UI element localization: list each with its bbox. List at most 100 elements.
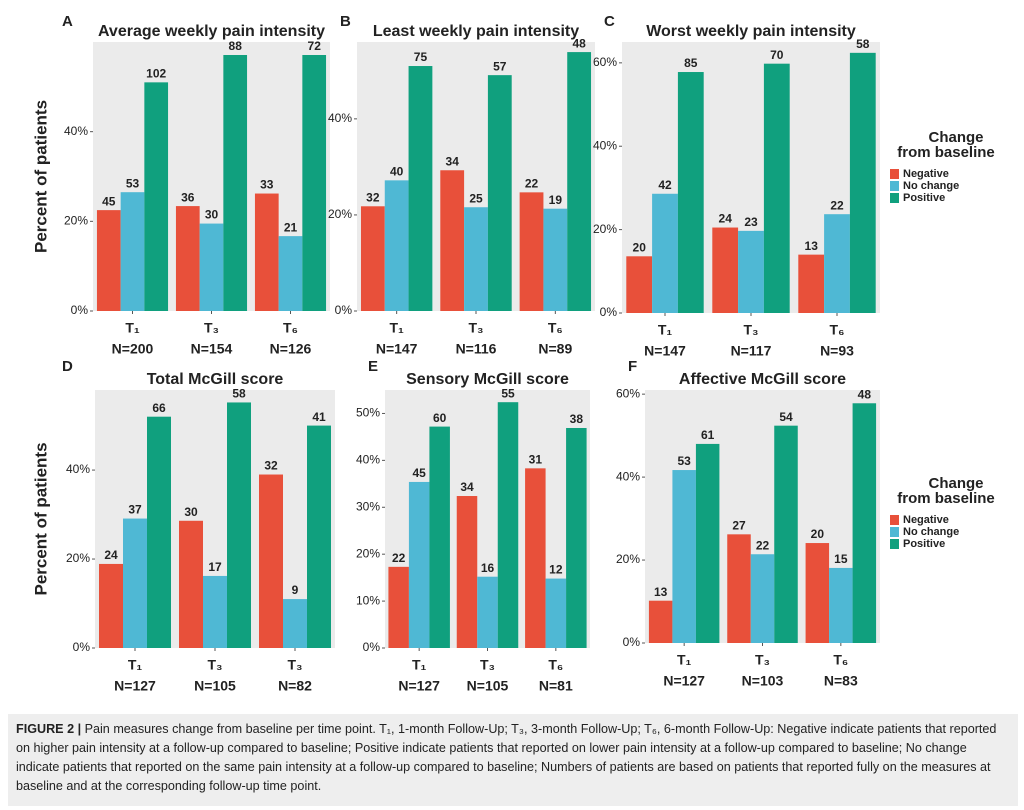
x-tick-label: T₃ <box>743 322 758 338</box>
bar <box>798 254 825 313</box>
x-tick-sublabel: N=126 <box>270 341 312 357</box>
bar <box>763 63 790 314</box>
x-tick-sublabel: N=93 <box>820 343 854 359</box>
chart-title: Total McGill score <box>147 371 284 388</box>
count-label: 88 <box>229 39 243 53</box>
y-tick-label: 20% <box>593 222 617 236</box>
count-label: 32 <box>264 459 278 473</box>
y-tick-label: 0% <box>623 635 641 649</box>
bar <box>179 520 203 648</box>
x-tick-sublabel: N=105 <box>194 678 236 694</box>
bar <box>774 425 798 643</box>
count-label: 25 <box>469 191 483 205</box>
panel-letter: D <box>62 358 73 375</box>
x-tick-sublabel: N=82 <box>278 678 312 694</box>
y-tick-label: 40% <box>616 469 640 483</box>
count-label: 38 <box>570 412 584 426</box>
y-tick-label: 0% <box>363 640 381 654</box>
bar <box>852 403 877 643</box>
caption-label: FIGURE 2 | <box>16 722 82 736</box>
count-label: 40 <box>390 165 404 179</box>
x-tick-label: T₁ <box>412 657 427 673</box>
x-tick-sublabel: N=154 <box>191 341 233 357</box>
x-tick-sublabel: N=127 <box>398 678 440 694</box>
count-label: 42 <box>658 178 672 192</box>
y-tick-label: 60% <box>616 386 640 400</box>
legend-swatch <box>890 539 899 549</box>
count-label: 36 <box>181 190 195 204</box>
bar <box>829 567 853 643</box>
bar <box>175 206 200 311</box>
count-label: 55 <box>501 386 515 400</box>
count-label: 20 <box>633 240 647 254</box>
bar <box>477 576 498 648</box>
y-tick-label: 0% <box>71 303 89 317</box>
count-label: 48 <box>858 387 872 401</box>
bar <box>648 600 673 643</box>
y-tick-label: 20% <box>328 207 352 221</box>
x-tick-sublabel: N=147 <box>376 341 418 357</box>
count-label: 13 <box>654 585 668 599</box>
count-label: 37 <box>128 503 142 517</box>
bar <box>147 416 171 648</box>
count-label: 41 <box>312 410 326 424</box>
bar <box>824 214 850 313</box>
x-tick-label: T₁ <box>128 657 143 673</box>
count-label: 24 <box>719 212 733 226</box>
y-tick-label: 0% <box>335 303 353 317</box>
bar <box>677 72 704 313</box>
chart-title: Affective McGill score <box>679 371 846 388</box>
y-tick-label: 60% <box>593 55 617 69</box>
y-tick-label: 40% <box>64 124 88 138</box>
count-label: 15 <box>834 552 848 566</box>
bar <box>223 55 248 312</box>
bar <box>519 192 544 311</box>
x-tick-label: T₆ <box>833 652 848 668</box>
count-label: 61 <box>701 428 715 442</box>
y-tick-label: 40% <box>328 111 352 125</box>
bar <box>727 534 751 643</box>
count-label: 45 <box>412 466 426 480</box>
x-tick-label: T₃ <box>480 657 495 673</box>
bar <box>712 227 739 313</box>
bar <box>388 566 409 648</box>
bar <box>283 599 307 648</box>
bar <box>464 207 488 311</box>
figure: A Average weekly pain intensity Percent of… <box>31 13 995 694</box>
legend-title: Change from baseline <box>897 475 995 507</box>
y-tick-label: 20% <box>66 551 90 565</box>
bar <box>259 474 283 648</box>
count-label: 32 <box>366 190 380 204</box>
y-tick-label: 40% <box>66 462 90 476</box>
panel-letter: F <box>628 358 637 375</box>
legend-label: No change <box>903 526 959 538</box>
bar <box>123 518 147 648</box>
bar <box>120 192 145 311</box>
y-tick-label: 40% <box>356 453 380 467</box>
count-label: 23 <box>744 215 758 229</box>
x-tick-label: T₃ <box>468 320 483 336</box>
panel-letter: C <box>604 13 615 30</box>
x-tick-label: T₆ <box>548 657 563 673</box>
count-label: 22 <box>392 551 406 565</box>
panel-letter: E <box>368 358 378 375</box>
x-tick-sublabel: N=147 <box>644 343 686 359</box>
bar <box>456 496 478 648</box>
count-label: 54 <box>779 410 793 424</box>
bar <box>849 52 876 314</box>
x-tick-label: T₃ <box>204 320 219 336</box>
bar <box>408 66 433 312</box>
y-tick-label: 40% <box>593 138 617 152</box>
bar <box>307 425 331 648</box>
x-tick-sublabel: N=127 <box>663 673 705 689</box>
x-tick-label: T₃ <box>207 657 222 673</box>
bar <box>144 82 169 311</box>
x-tick-sublabel: N=116 <box>456 341 497 357</box>
bar <box>672 470 696 643</box>
legend-swatch <box>890 527 899 537</box>
y-tick-label: 20% <box>356 546 380 560</box>
count-label: 34 <box>460 480 474 494</box>
x-tick-sublabel: N=81 <box>539 678 573 694</box>
count-label: 27 <box>732 519 746 533</box>
bar <box>302 55 327 312</box>
